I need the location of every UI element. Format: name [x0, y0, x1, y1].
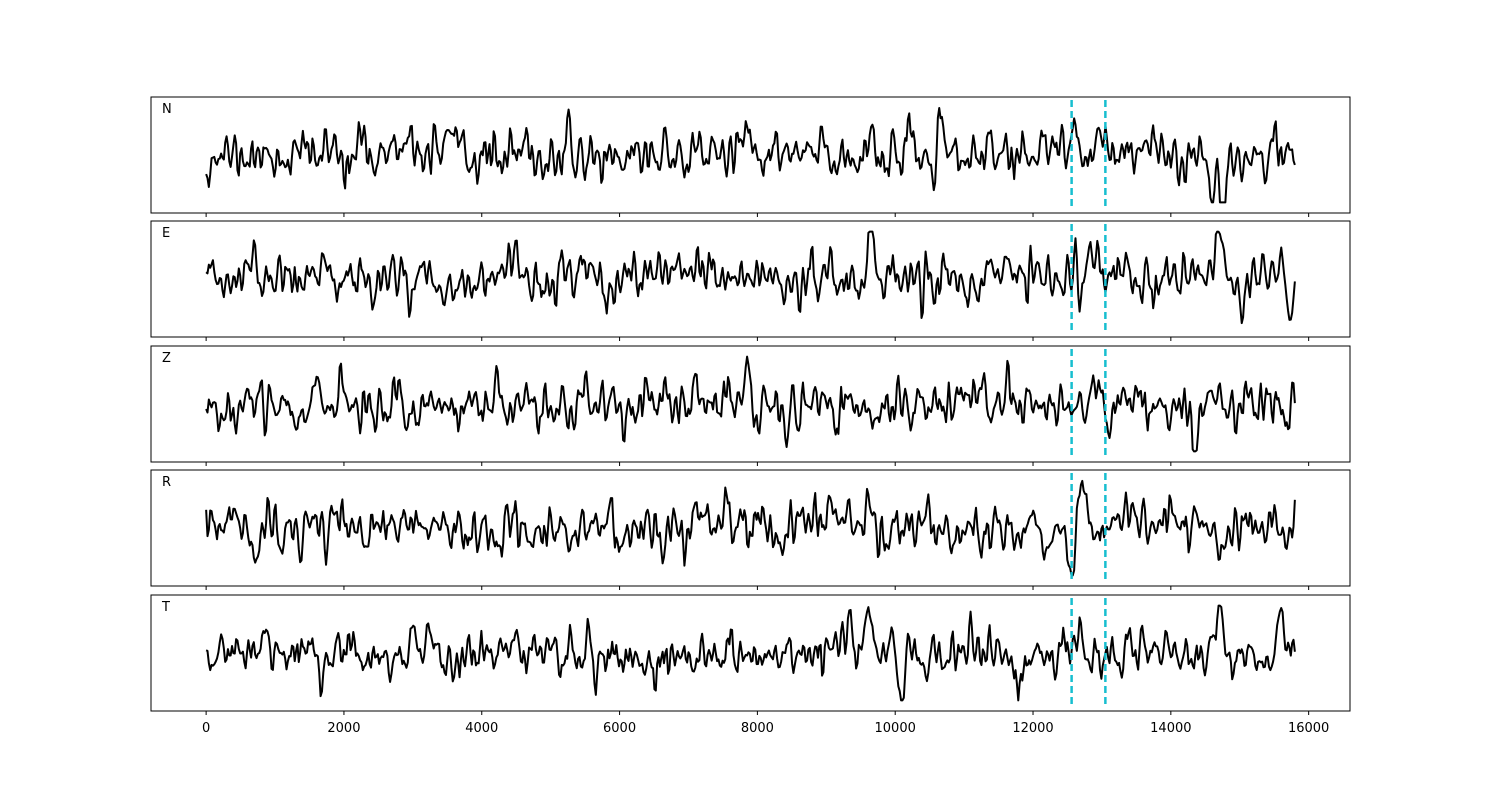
panel-frame — [150, 96, 1351, 214]
panel-t: T — [150, 594, 1351, 715]
panel-frame — [150, 220, 1351, 338]
panel-z: Z — [150, 345, 1351, 466]
component-label: E — [162, 226, 170, 241]
x-tick-label: 16000 — [1288, 721, 1329, 736]
x-tick-label: 4000 — [465, 721, 498, 736]
component-label: T — [161, 600, 170, 615]
component-label: Z — [162, 351, 171, 366]
x-tick-label: 10000 — [875, 721, 916, 736]
trace-n — [205, 107, 1296, 204]
x-tick-label: 0 — [202, 721, 210, 736]
trace-z — [205, 355, 1296, 453]
panel-frame — [150, 469, 1351, 587]
panel-n: N — [150, 96, 1351, 217]
panel-frame — [150, 345, 1351, 463]
x-tick-label: 8000 — [741, 721, 774, 736]
x-tick-label: 14000 — [1150, 721, 1191, 736]
panel-e: E — [150, 220, 1351, 341]
x-axis: 0 2000 4000 6000 8000 10000 12000 14000 16000 — [202, 721, 1329, 736]
x-tick-label: 2000 — [327, 721, 360, 736]
trace-e — [205, 230, 1296, 325]
trace-t — [205, 604, 1296, 702]
panel-frame — [150, 594, 1351, 712]
x-tick-label: 12000 — [1012, 721, 1053, 736]
x-tick-label: 6000 — [603, 721, 636, 736]
panel-r: R — [150, 469, 1351, 590]
panels-group: N E Z R T — [150, 96, 1351, 715]
component-label: R — [162, 475, 171, 490]
component-label: N — [162, 102, 172, 117]
trace-r — [205, 479, 1296, 577]
